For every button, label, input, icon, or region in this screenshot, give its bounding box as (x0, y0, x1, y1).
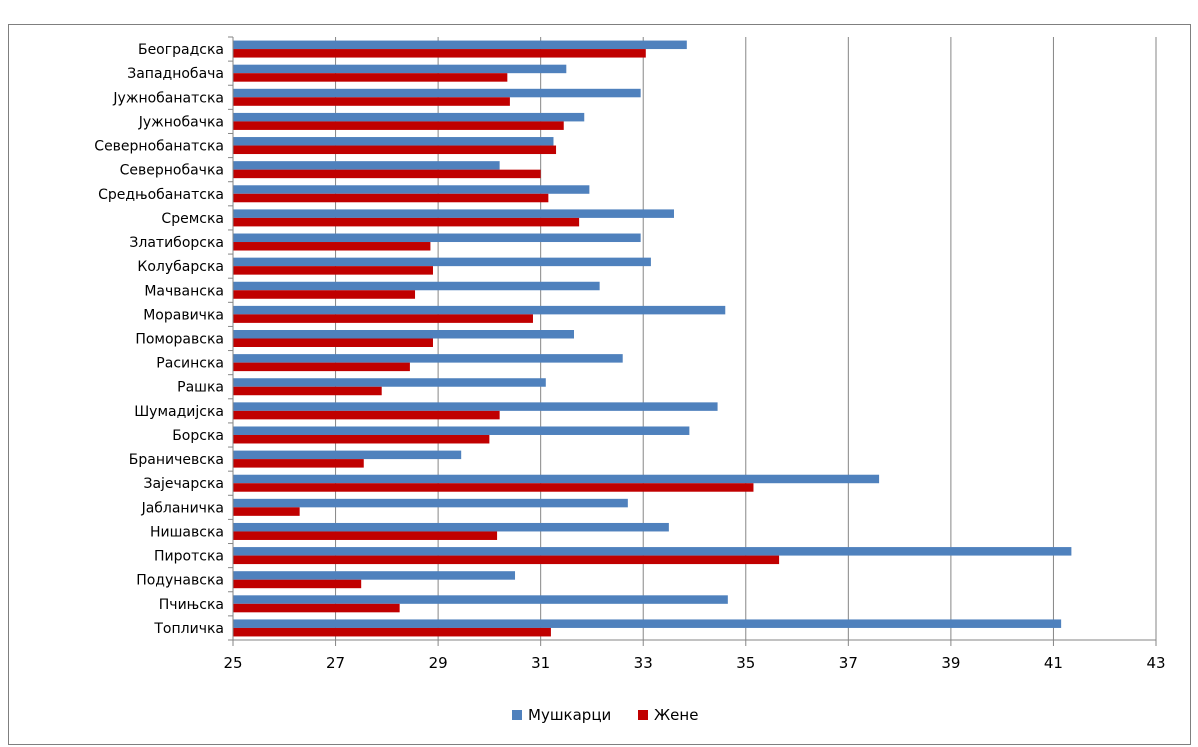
bar-men (233, 112, 585, 122)
bar-women (233, 73, 508, 82)
x-tick-label: 35 (736, 654, 755, 672)
category-label: Поморавска (135, 332, 224, 348)
bar-women (233, 579, 362, 589)
x-tick-label: 37 (839, 654, 858, 672)
category-label: Зајечарска (143, 476, 224, 492)
bar-women (233, 49, 646, 58)
bar-women (233, 531, 498, 540)
category-label: Севернобачка (120, 163, 224, 179)
bar-men (233, 595, 728, 604)
category-label: Западнобача (127, 66, 224, 82)
category-label: Расинска (156, 356, 224, 372)
bar-women (233, 97, 510, 106)
category-label: Београдска (138, 42, 224, 58)
bar-women (233, 555, 780, 565)
bar-men (233, 161, 500, 170)
bar-women (233, 338, 433, 347)
category-label: Сремска (161, 211, 224, 227)
bar-men (233, 305, 726, 315)
bar-men (233, 281, 600, 291)
bar-women (233, 459, 364, 468)
bars (233, 40, 1072, 637)
bar-men (233, 571, 516, 580)
bar-men (233, 474, 880, 484)
legend-label: Жене (654, 706, 698, 724)
category-label: Борска (172, 428, 224, 444)
x-tick-labels: 25 27 29 31 33 35 37 39 41 43 (223, 654, 1165, 672)
bar-men (233, 209, 674, 218)
bar-men (233, 40, 687, 50)
bar-men (233, 402, 718, 411)
bar-women (233, 217, 580, 227)
bar-men (233, 547, 1072, 556)
category-label: Севернобанатска (94, 139, 224, 155)
bar-men (233, 450, 462, 460)
bar-women (233, 483, 754, 492)
category-label: Браничевска (129, 452, 224, 468)
category-labels: Београдска Западнобача Јужнобанатска Јужноб… (94, 42, 224, 637)
x-tick-label: 31 (531, 654, 550, 672)
category-label: Топличка (153, 621, 224, 637)
x-tick-label: 39 (941, 654, 960, 672)
bar-women (233, 193, 549, 203)
x-tick-label: 29 (429, 654, 448, 672)
category-label: Средњобанатска (98, 187, 224, 203)
legend-label: Мушкарци (528, 706, 611, 724)
bar-men (233, 522, 669, 532)
bar-men (233, 378, 546, 387)
bar-women (233, 145, 557, 155)
bar-women (233, 169, 541, 179)
bar-women (233, 386, 382, 396)
bar-women (233, 242, 431, 251)
bar-men (233, 257, 651, 267)
bar-women (233, 121, 564, 130)
bar-men (233, 88, 641, 98)
bar-women (233, 507, 300, 516)
bar-women (233, 410, 500, 420)
bar-men (233, 137, 554, 146)
category-label: Подунавска (136, 573, 224, 589)
category-label: Мачванска (144, 283, 224, 299)
category-label: Рашка (177, 380, 224, 396)
bar-men (233, 619, 1062, 628)
bar-women (233, 627, 551, 637)
x-tick-label: 27 (326, 654, 345, 672)
category-label: Јабланичка (141, 500, 224, 516)
category-label: Јужнобанатска (112, 90, 224, 106)
bar-women (233, 266, 433, 275)
category-label: Шумадијска (134, 404, 224, 420)
legend: Мушкарци Жене (512, 706, 698, 724)
bar-men (233, 64, 567, 74)
bar-men (233, 185, 590, 194)
bar-women (233, 603, 400, 613)
bar-men (233, 233, 641, 243)
category-label: Пиротска (154, 549, 224, 565)
bar-women (233, 290, 416, 299)
legend-swatch (512, 710, 522, 720)
bar-men (233, 330, 574, 339)
x-tick-label: 43 (1146, 654, 1165, 672)
category-label: Пчињска (159, 597, 224, 613)
legend-swatch (638, 710, 648, 720)
category-label: Моравичка (143, 307, 224, 323)
category-label: Нишавска (150, 524, 224, 540)
category-label: Јужнобачка (138, 114, 224, 130)
category-label: Колубарска (137, 259, 224, 275)
category-label: Златиборска (129, 235, 224, 251)
x-tick-label: 33 (634, 654, 653, 672)
x-tick-label: 41 (1044, 654, 1063, 672)
bar-women (233, 434, 490, 444)
bar-women (233, 314, 533, 323)
bar-men (233, 354, 623, 363)
bar-women (233, 362, 410, 372)
axes (228, 36, 1157, 646)
bar-men (233, 426, 690, 435)
x-tick-label: 25 (223, 654, 242, 672)
bar-men (233, 498, 628, 508)
